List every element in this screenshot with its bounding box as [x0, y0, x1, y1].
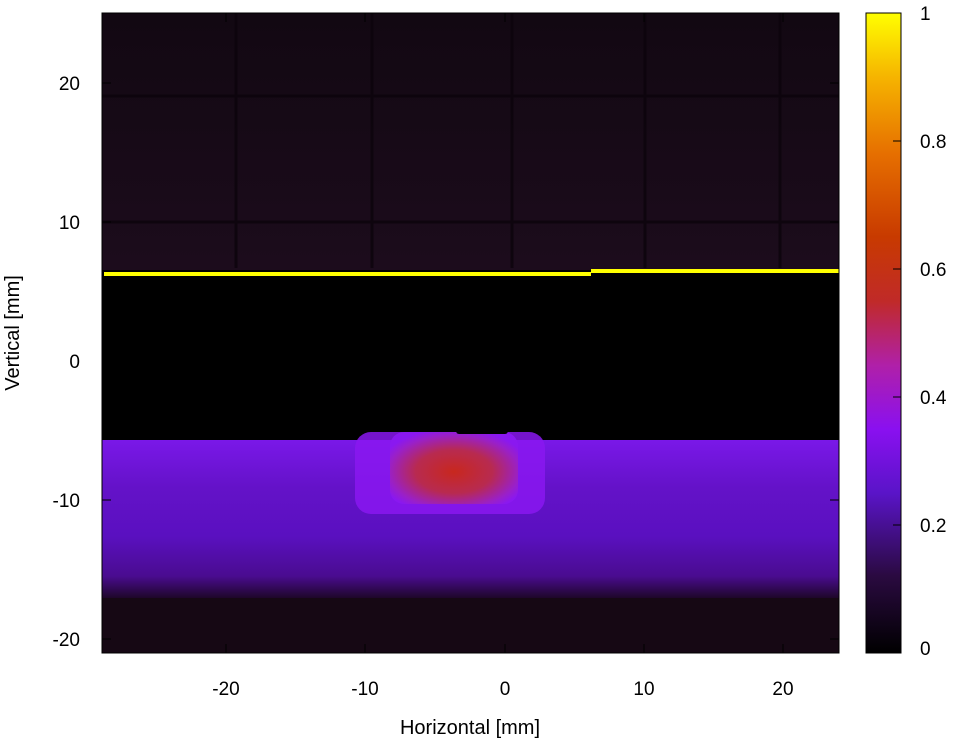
lower-background-region	[102, 598, 839, 653]
colorbar-tick-label: 1	[920, 4, 931, 25]
y-tick-label: -10	[53, 491, 80, 512]
colorbar-tick-label: 0.6	[920, 260, 946, 281]
upper-grid-artifacts	[102, 13, 839, 268]
x-tick-label: 10	[633, 679, 654, 700]
y-tick-label: 10	[59, 213, 80, 234]
y-tick-label: -20	[53, 630, 80, 651]
dark-gap-region	[102, 276, 839, 441]
y-tick-label: 20	[59, 74, 80, 95]
colorbar: 0 0.2 0.4 0.6 0.8 1	[865, 4, 947, 660]
y-tick-label: 0	[69, 352, 80, 373]
hot-spot-notch	[456, 426, 508, 434]
colorbar-tick-marks	[893, 140, 901, 526]
colorbar-gradient	[865, 12, 902, 654]
plot-frame	[101, 12, 840, 654]
x-tick-label: -20	[212, 679, 239, 700]
central-hot-spot	[390, 432, 518, 504]
y-axis: -20 -10 0 10 20 Vertical [mm]	[2, 74, 839, 651]
y-axis-title: Vertical [mm]	[2, 275, 24, 391]
x-axis-title: Horizontal [mm]	[400, 717, 540, 739]
x-tick-label: -10	[351, 679, 378, 700]
colorbar-tick-label: 0.4	[920, 388, 947, 409]
x-tick-marks	[225, 13, 784, 653]
x-axis: -20 -10 0 10 20 Horizontal [mm]	[212, 13, 794, 739]
plot-area	[101, 12, 840, 654]
colorbar-tick-label: 0.2	[920, 516, 946, 537]
colorbar-tick-label: 0.8	[920, 132, 946, 153]
colorbar-tick-label: 0	[920, 639, 931, 660]
x-tick-label: 0	[500, 679, 511, 700]
y-tick-marks	[102, 82, 839, 640]
x-tick-label: 20	[772, 679, 793, 700]
upper-background-region	[102, 13, 839, 270]
